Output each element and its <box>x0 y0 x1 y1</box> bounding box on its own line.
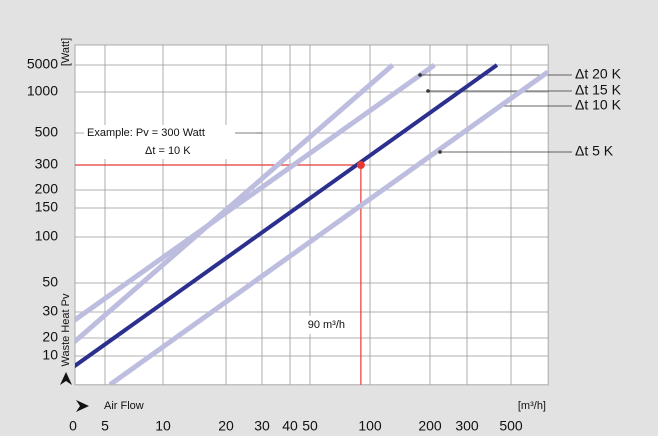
x-arrow <box>76 400 89 412</box>
y-tick-label: 200 <box>35 181 59 197</box>
y-tick-label: 10 <box>42 347 58 363</box>
x-unit: [m³/h] <box>518 400 546 412</box>
series-line <box>108 69 549 385</box>
legend-dot <box>418 73 422 77</box>
x-axis-label: Air Flow <box>104 400 144 412</box>
legend-dot <box>438 150 442 154</box>
y-arrow <box>60 372 72 385</box>
annotation-text: Example: Pv = 300 Watt <box>87 127 205 139</box>
x-tick-label: 5 <box>101 418 109 434</box>
y-tick-label: 30 <box>42 303 58 319</box>
x-tick-label: 20 <box>218 418 234 434</box>
x-tick-label: 500 <box>499 418 523 434</box>
example-point <box>356 161 365 169</box>
x-tick-label: 10 <box>155 418 171 434</box>
y-tick-label: 5000 <box>27 56 58 72</box>
y-axis-label: Waste Heat Pv <box>60 293 72 366</box>
x-tick-label: 200 <box>418 418 442 434</box>
x-tick-label: 30 <box>254 418 270 434</box>
y-tick-label: 500 <box>35 124 59 140</box>
y-tick-label: 100 <box>35 228 59 244</box>
x-tick-label: 50 <box>302 418 318 434</box>
y-tick-label: 1000 <box>27 83 58 99</box>
legend-label: Δt 5 K <box>575 143 614 159</box>
legend-dot <box>426 89 430 93</box>
y-tick-label: 150 <box>35 199 59 215</box>
y-unit: [Watt] <box>60 38 72 66</box>
x-tick-label: 40 <box>282 418 298 434</box>
legend-label: Δt 20 K <box>575 66 622 82</box>
annotation-bg <box>84 125 256 159</box>
y-tick-label: 300 <box>35 156 59 172</box>
legend-label: Δt 10 K <box>575 97 622 113</box>
series-line <box>75 62 436 323</box>
legend-label: Δt 15 K <box>575 82 622 98</box>
x-tick-label: 0 <box>69 418 77 434</box>
point-label-bg <box>298 316 350 334</box>
annotation-subtext: Δt = 10 K <box>145 145 191 157</box>
y-tick-label: 50 <box>42 274 58 290</box>
x-tick-label: 100 <box>358 418 382 434</box>
point-label: 90 m³/h <box>308 319 345 331</box>
series-line <box>75 63 499 369</box>
series-line <box>75 63 395 345</box>
x-tick-label: 300 <box>455 418 479 434</box>
y-tick-label: 20 <box>42 329 58 345</box>
